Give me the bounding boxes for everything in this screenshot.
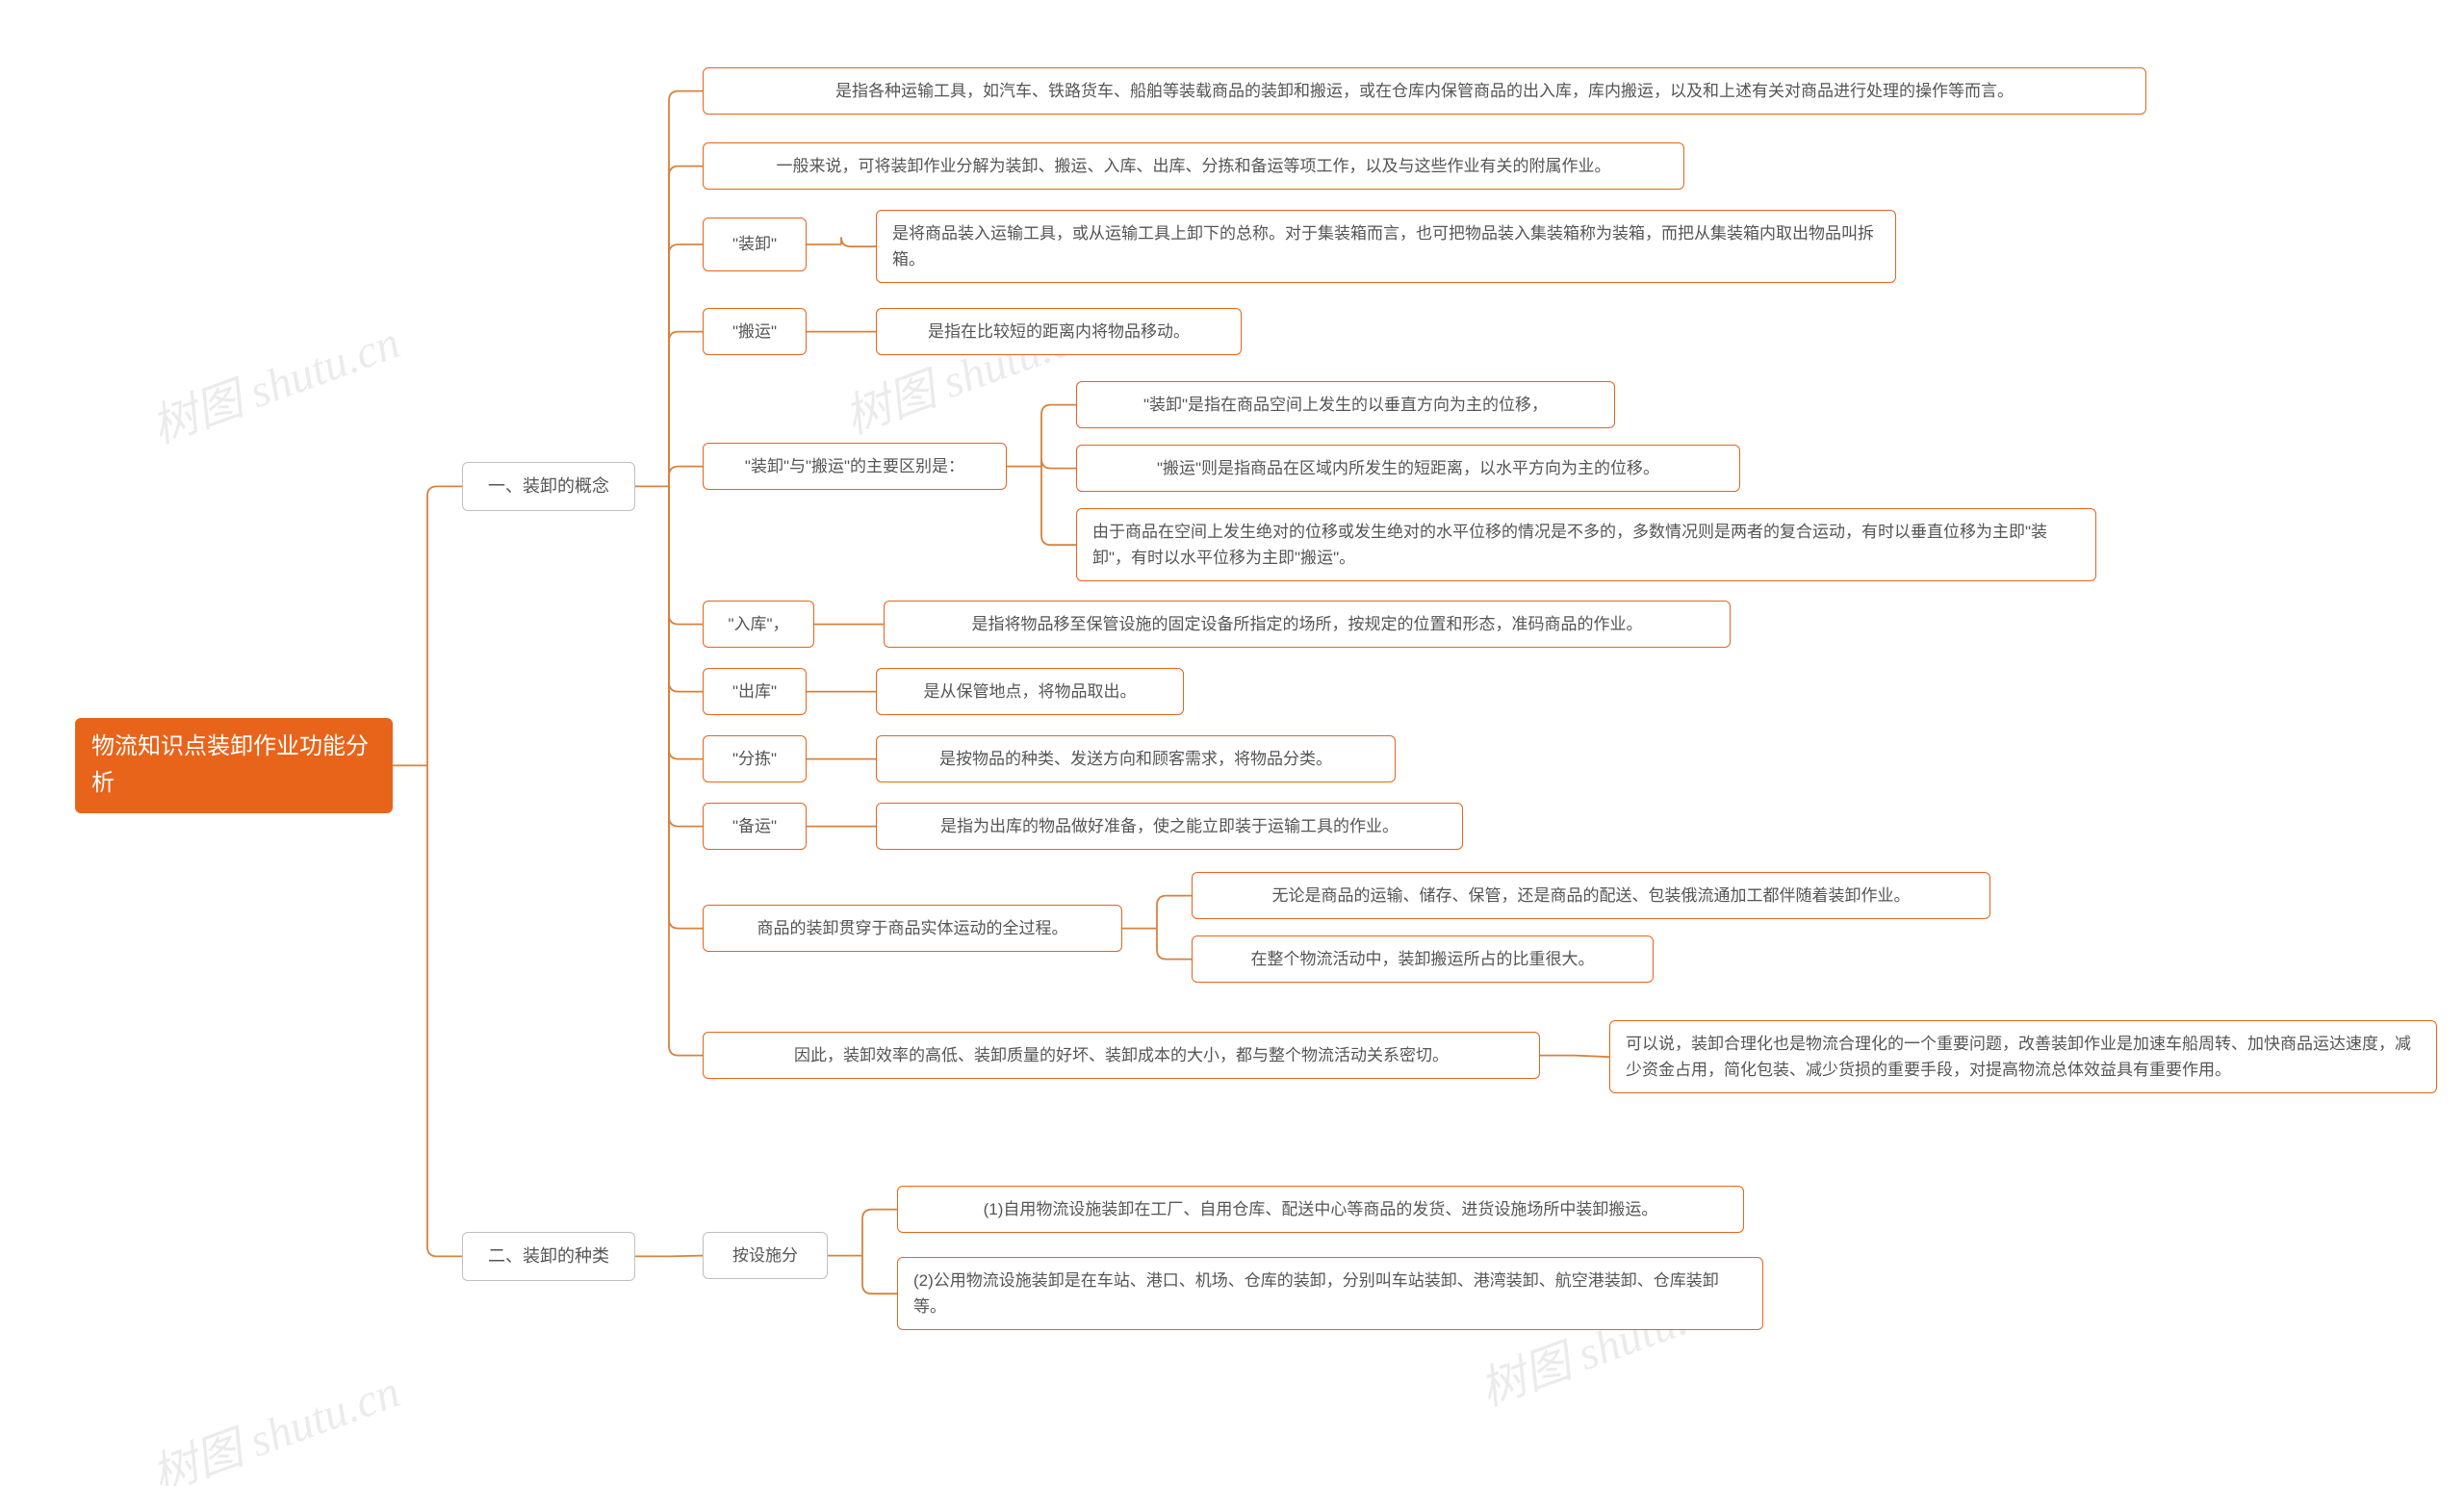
- mindmap-node-m1b[interactable]: (2)公用物流设施装卸是在车站、港口、机场、仓库的装卸，分别叫车站装卸、港湾装卸…: [897, 1257, 1763, 1330]
- mindmap-node-n7[interactable]: "出库": [703, 668, 807, 715]
- watermark: 树图 shutu.cn: [141, 1353, 407, 1486]
- mindmap-node-n6a[interactable]: 是指将物品移至保管设施的固定设备所指定的场所，按规定的位置和形态，准码商品的作业…: [884, 601, 1731, 648]
- mindmap-node-n8[interactable]: "分拣": [703, 735, 807, 782]
- mindmap-node-s2[interactable]: 二、装卸的种类: [462, 1232, 635, 1281]
- mindmap-node-n3[interactable]: "装卸": [703, 218, 807, 271]
- mindmap-node-n1[interactable]: 是指各种运输工具，如汽车、铁路货车、船舶等装载商品的装卸和搬运，或在仓库内保管商…: [703, 67, 2146, 115]
- mindmap-node-n9[interactable]: "备运": [703, 803, 807, 850]
- mindmap-node-n4a[interactable]: 是指在比较短的距离内将物品移动。: [876, 308, 1242, 355]
- mindmap-node-s1[interactable]: 一、装卸的概念: [462, 462, 635, 511]
- mindmap-node-n3a[interactable]: 是将商品装入运输工具，或从运输工具上卸下的总称。对于集装箱而言，也可把物品装入集…: [876, 210, 1896, 283]
- mindmap-node-n5b[interactable]: "搬运"则是指商品在区域内所发生的短距离，以水平方向为主的位移。: [1076, 445, 1740, 492]
- mindmap-node-n5c[interactable]: 由于商品在空间上发生绝对的位移或发生绝对的水平位移的情况是不多的，多数情况则是两…: [1076, 508, 2096, 581]
- mindmap-node-n11[interactable]: 因此，装卸效率的高低、装卸质量的好坏、装卸成本的大小，都与整个物流活动关系密切。: [703, 1032, 1540, 1079]
- mindmap-node-n10b[interactable]: 在整个物流活动中，装卸搬运所占的比重很大。: [1192, 935, 1654, 983]
- mindmap-node-n6[interactable]: "入库"，: [703, 601, 814, 648]
- mindmap-node-m1a[interactable]: (1)自用物流设施装卸在工厂、自用仓库、配送中心等商品的发货、进货设施场所中装卸…: [897, 1186, 1744, 1233]
- mindmap-node-n9a[interactable]: 是指为出库的物品做好准备，使之能立即装于运输工具的作业。: [876, 803, 1463, 850]
- mindmap-node-n8a[interactable]: 是按物品的种类、发送方向和顾客需求，将物品分类。: [876, 735, 1396, 782]
- mindmap-canvas: { "canvas": { "width": 2560, "height": 1…: [0, 0, 2464, 1486]
- mindmap-node-m1[interactable]: 按设施分: [703, 1232, 828, 1279]
- mindmap-node-n4[interactable]: "搬运": [703, 308, 807, 355]
- mindmap-node-n5a[interactable]: "装卸"是指在商品空间上发生的以垂直方向为主的位移，: [1076, 381, 1615, 428]
- mindmap-node-n11a[interactable]: 可以说，装卸合理化也是物流合理化的一个重要问题，改善装卸作业是加速车船周转、加快…: [1609, 1020, 2437, 1093]
- watermark: 树图 shutu.cn: [141, 304, 407, 456]
- mindmap-node-n10a[interactable]: 无论是商品的运输、储存、保管，还是商品的配送、包装俄流通加工都伴随着装卸作业。: [1192, 872, 1990, 919]
- mindmap-node-root[interactable]: 物流知识点装卸作业功能分析: [75, 718, 393, 813]
- mindmap-node-n2[interactable]: 一般来说，可将装卸作业分解为装卸、搬运、入库、出库、分拣和备运等项工作，以及与这…: [703, 142, 1684, 190]
- mindmap-node-n5[interactable]: "装卸"与"搬运"的主要区别是：: [703, 443, 1007, 490]
- mindmap-node-n10[interactable]: 商品的装卸贯穿于商品实体运动的全过程。: [703, 905, 1122, 952]
- mindmap-node-n7a[interactable]: 是从保管地点，将物品取出。: [876, 668, 1184, 715]
